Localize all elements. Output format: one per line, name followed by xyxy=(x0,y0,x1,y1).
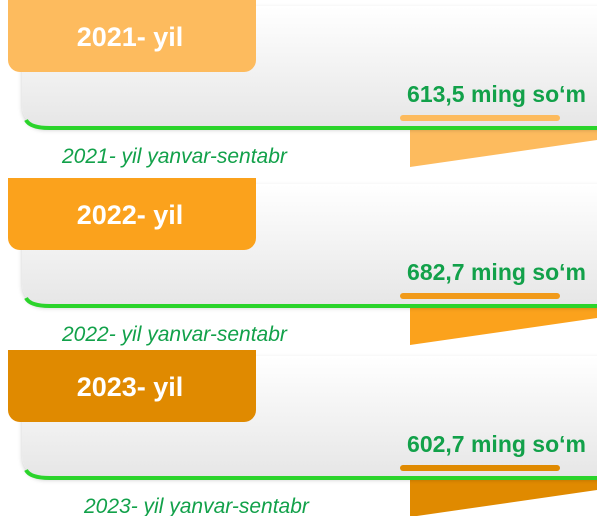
value: 613,5 ming so‘m xyxy=(407,81,586,107)
value: 682,7 ming so‘m xyxy=(407,259,586,285)
green-line xyxy=(24,296,597,308)
period: 2021- yil yanvar-sentabr xyxy=(61,145,288,168)
green-line xyxy=(24,118,597,130)
fold xyxy=(410,306,597,345)
year-label: 2022- yil xyxy=(77,200,184,230)
year-tab-top xyxy=(8,350,256,370)
year-label: 2023- yil xyxy=(77,372,184,402)
year-label: 2021- yil xyxy=(77,22,184,52)
fold xyxy=(410,128,597,167)
card-group: 2023- yil 602,7 ming so‘m 2023- yil yanvar… xyxy=(8,350,597,516)
card-group: 2022- yil 682,7 ming so‘m 2022- yil yanvar… xyxy=(8,178,597,346)
period: 2022- yil yanvar-sentabr xyxy=(61,323,288,346)
period: 2023- yil yanvar-sentabr xyxy=(83,495,310,516)
value: 602,7 ming so‘m xyxy=(407,431,586,457)
green-line xyxy=(24,468,597,480)
value-underline xyxy=(400,293,560,299)
card-group: 2021- yil 613,5 ming so‘m 2021- yil yanvar… xyxy=(8,0,597,168)
year-tab-top xyxy=(8,0,256,20)
fold xyxy=(410,478,597,516)
value-underline xyxy=(400,115,560,121)
value-underline xyxy=(400,465,560,471)
year-tab-top xyxy=(8,178,256,198)
